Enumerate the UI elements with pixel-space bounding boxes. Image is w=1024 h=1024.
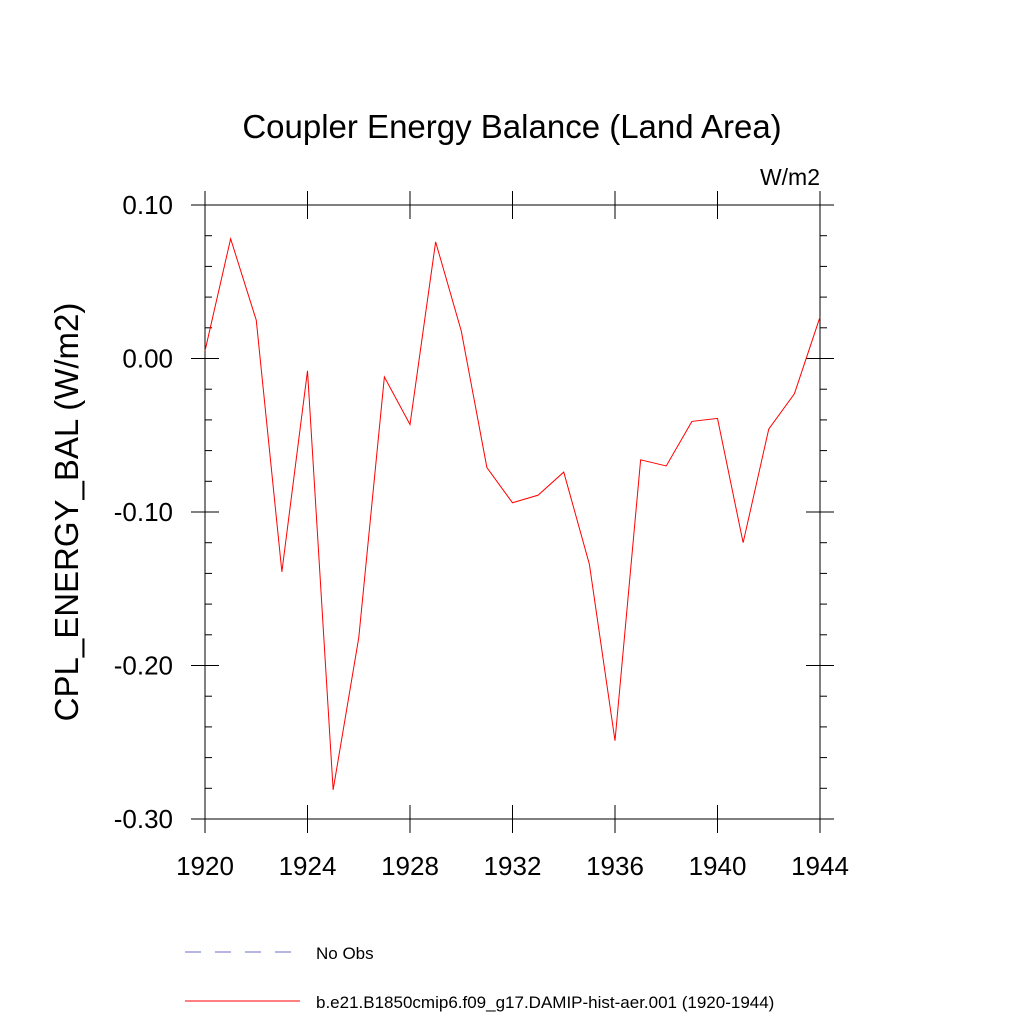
y-tick-label: -0.30 (114, 804, 173, 834)
x-tick-label: 1936 (586, 851, 644, 881)
x-tick-label: 1940 (689, 851, 747, 881)
y-tick-label: 0.00 (122, 344, 173, 374)
axis-ticks (191, 191, 834, 833)
series-layer (204, 236, 821, 790)
plot-frame (204, 204, 821, 820)
x-tick-label: 1920 (176, 851, 234, 881)
x-tick-label: 1932 (484, 851, 542, 881)
y-tick-label: 0.10 (122, 190, 173, 220)
x-tick-label: 1924 (279, 851, 337, 881)
legend-label: No Obs (316, 944, 374, 963)
units-label: W/m2 (760, 164, 820, 190)
legend-label: b.e21.B1850cmip6.f09_g17.DAMIP-hist-aer.… (316, 993, 774, 1012)
y-tick-label: -0.20 (114, 651, 173, 681)
chart-title: Coupler Energy Balance (Land Area) (242, 108, 781, 145)
series-line (204, 236, 821, 790)
axis-tick-labels: 1920 1924 1928 1932 1936 1940 1944 0.10 0.00 -0.1… (114, 190, 849, 881)
legend: No Obs b.e21.B1850cmip6.f09_g17.DAMIP-his… (185, 944, 774, 1012)
y-axis-label: CPL_ENERGY_BAL (W/m2) (48, 303, 85, 722)
y-tick-label: -0.10 (114, 497, 173, 527)
x-tick-label: 1928 (381, 851, 439, 881)
x-tick-label: 1944 (791, 851, 849, 881)
